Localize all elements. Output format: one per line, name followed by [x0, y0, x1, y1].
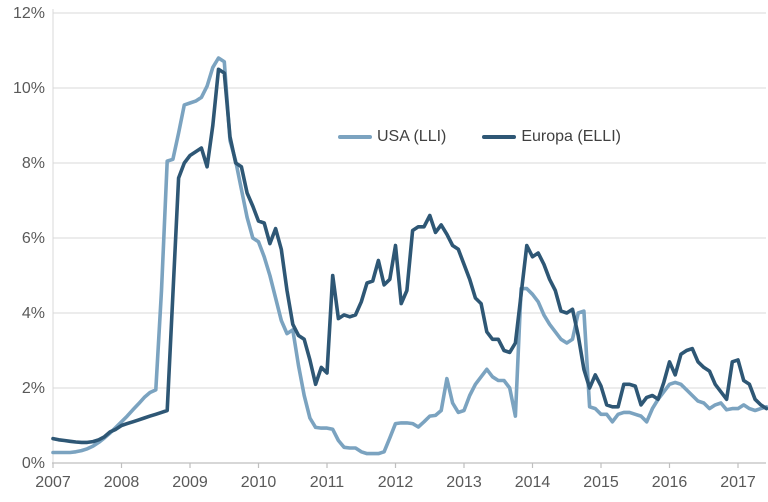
y-tick-label: 6%	[22, 230, 45, 247]
usa-series-line	[51, 56, 768, 456]
x-tick-label: 2009	[172, 474, 208, 491]
x-tick-label: 2016	[652, 474, 688, 491]
chart-legend: USA (LLI) Europa (ELLI)	[338, 126, 621, 148]
x-tick-label: 2014	[515, 474, 551, 491]
x-tick-label: 2017	[720, 474, 756, 491]
x-tick-label: 2008	[104, 474, 140, 491]
x-tick-label: 2013	[446, 474, 482, 491]
europa-line-swatch	[482, 135, 517, 139]
y-tick-label: 4%	[22, 305, 45, 322]
y-tick-label: 2%	[22, 380, 45, 397]
y-tick-label: 8%	[22, 155, 45, 172]
x-tick-label: 2007	[35, 474, 71, 491]
x-tick-label: 2012	[378, 474, 414, 491]
legend-label-usa: USA (LLI)	[377, 128, 447, 145]
usa-line-swatch	[338, 135, 372, 139]
y-tick-label: 0%	[22, 455, 45, 472]
legend-item-europa: Europa (ELLI)	[482, 128, 621, 146]
europa-series-line	[51, 67, 768, 445]
y-tick-label: 12%	[13, 5, 45, 22]
x-tick-label: 2010	[241, 474, 277, 491]
x-tick-label: 2015	[583, 474, 619, 491]
y-tick-label: 10%	[13, 80, 45, 97]
x-tick-label: 2011	[310, 474, 345, 491]
legend-item-usa: USA (LLI)	[338, 128, 446, 146]
legend-label-europa: Europa (ELLI)	[521, 128, 621, 145]
